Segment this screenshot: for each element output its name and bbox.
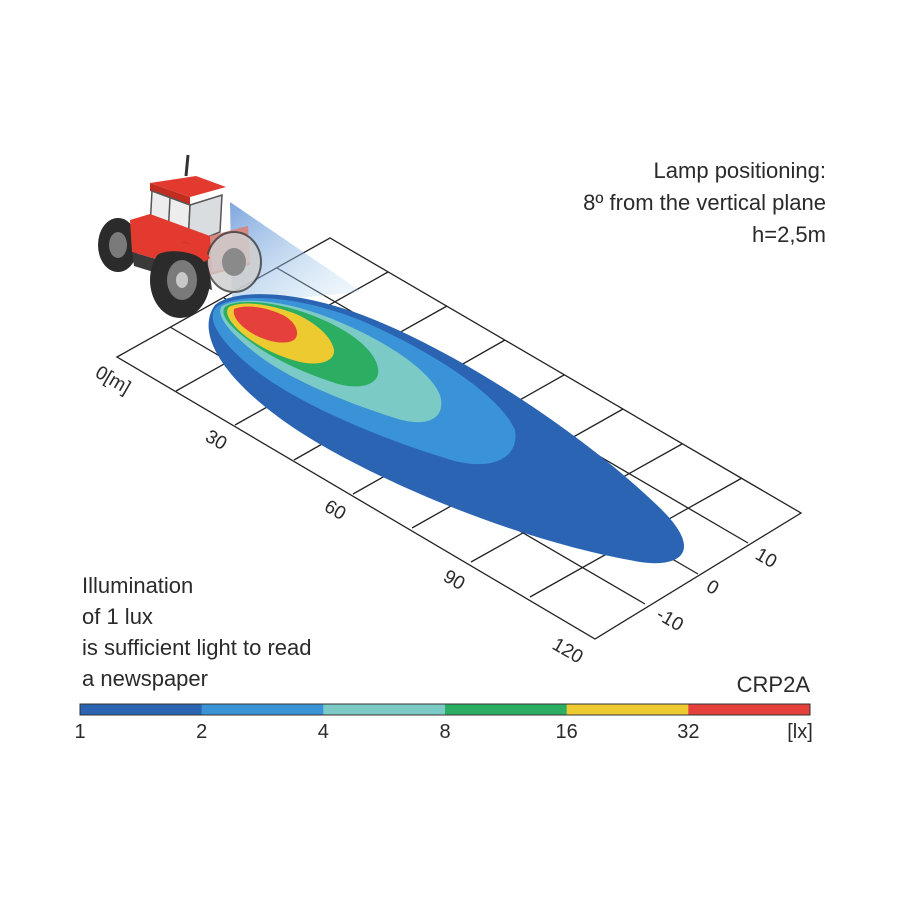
positioning-height: h=2,5m [752, 222, 826, 247]
scale-segment-32 [688, 704, 811, 715]
scale-label-2: 2 [196, 721, 207, 743]
note-line-1: Illumination [82, 573, 193, 598]
scale-border [79, 703, 811, 716]
lateral-tick-minus-10: -10 [653, 604, 687, 636]
scale-label-8: 8 [439, 721, 450, 743]
note-line-3: is sufficient light to read [82, 635, 312, 660]
distance-tick-30: 30 [202, 426, 231, 455]
distance-tick-60: 60 [321, 496, 350, 525]
note-line-2: of 1 lux [82, 604, 153, 629]
scale-unit: [lx] [787, 721, 813, 743]
lateral-tick-0: 0 [703, 576, 723, 599]
lateral-tick-10: 10 [752, 544, 781, 573]
positioning-title: Lamp positioning: [654, 158, 826, 183]
lamp-positioning-info: Lamp positioning: 8º from the vertical p… [583, 158, 826, 247]
scale-segment-8 [445, 704, 568, 715]
distance-tick-0: 0[m] [92, 362, 135, 399]
tractor-icon [98, 154, 262, 318]
distance-tick-120: 120 [549, 634, 587, 668]
isolux-contours [208, 294, 684, 564]
scale-segment-2 [201, 704, 324, 715]
model-label: CRP2A [737, 672, 811, 697]
scale-segment-16 [566, 704, 689, 715]
scale-segment-1 [80, 704, 203, 715]
illumination-note: Illumination of 1 lux is sufficient ligh… [82, 573, 312, 691]
distance-tick-90: 90 [440, 566, 469, 595]
contour-32-lux [233, 306, 298, 343]
scale-label-32: 32 [677, 721, 699, 743]
positioning-angle: 8º from the vertical plane [583, 190, 826, 215]
scale-segment-4 [323, 704, 446, 715]
lux-color-scale: 1 2 4 8 16 32 [74, 703, 811, 743]
scale-label-16: 16 [556, 721, 578, 743]
note-line-4: a newspaper [82, 666, 208, 691]
scale-label-1: 1 [74, 721, 85, 743]
scale-label-4: 4 [318, 721, 329, 743]
light-beam [230, 202, 362, 304]
